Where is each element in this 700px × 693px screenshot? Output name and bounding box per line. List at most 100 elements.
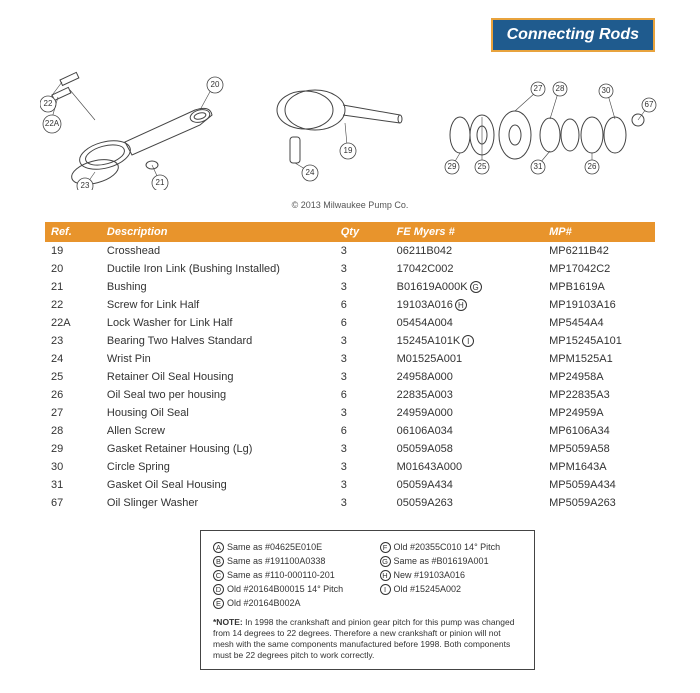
svg-text:30: 30: [602, 86, 611, 95]
cell-fe: 05059A263: [391, 494, 544, 512]
note-text: Same as #04625E010E: [227, 541, 322, 554]
note-letter-icon: C: [213, 570, 224, 581]
cell-ref: 26: [45, 386, 101, 404]
cell-fe: M01525A001: [391, 350, 544, 368]
cell-desc: Oil Slinger Washer: [101, 494, 335, 512]
cell-ref: 20: [45, 260, 101, 278]
table-row: 21Bushing3B01619A000KGMPB1619A: [45, 278, 655, 296]
cell-ref: 31: [45, 476, 101, 494]
cell-fe: 15245A101KI: [391, 332, 544, 350]
page-title: Connecting Rods: [507, 26, 639, 43]
cell-mp: MP5454A4: [543, 314, 655, 332]
cell-ref: 22: [45, 296, 101, 314]
cell-fe: 17042C002: [391, 260, 544, 278]
note-row: DOld #20164B00015 14° Pitch: [213, 583, 356, 596]
svg-text:21: 21: [156, 178, 165, 187]
parts-table: Ref. Description Qty FE Myers # MP# 19Cr…: [45, 222, 655, 512]
note-letter-icon: E: [213, 598, 224, 609]
cell-mp: MP6106A34: [543, 422, 655, 440]
notes-footer-text: In 1998 the crankshaft and pinion gear p…: [213, 617, 514, 660]
svg-text:28: 28: [556, 84, 565, 93]
svg-text:19: 19: [344, 146, 353, 155]
cell-desc: Screw for Link Half: [101, 296, 335, 314]
cell-desc: Ductile Iron Link (Bushing Installed): [101, 260, 335, 278]
cell-mp: MP19103A16: [543, 296, 655, 314]
svg-text:29: 29: [448, 162, 457, 171]
cell-fe: M01643A000: [391, 458, 544, 476]
svg-text:31: 31: [534, 162, 543, 171]
cell-qty: 6: [335, 422, 391, 440]
cell-qty: 3: [335, 350, 391, 368]
cell-desc: Retainer Oil Seal Housing: [101, 368, 335, 386]
table-row: 20Ductile Iron Link (Bushing Installed)3…: [45, 260, 655, 278]
note-letter-icon: D: [213, 584, 224, 595]
cell-desc: Allen Screw: [101, 422, 335, 440]
cell-desc: Circle Spring: [101, 458, 335, 476]
cell-fe: 06106A034: [391, 422, 544, 440]
cell-ref: 67: [45, 494, 101, 512]
cell-fe: 24958A000: [391, 368, 544, 386]
cell-mp: MP6211B42: [543, 242, 655, 260]
note-text: Same as #B01619A001: [394, 555, 489, 568]
table-row: 22Screw for Link Half619103A016HMP19103A…: [45, 296, 655, 314]
svg-text:26: 26: [588, 162, 597, 171]
cell-mp: MP5059A58: [543, 440, 655, 458]
notes-footer-bold: *NOTE:: [213, 617, 243, 627]
cell-desc: Lock Washer for Link Half: [101, 314, 335, 332]
cell-qty: 3: [335, 368, 391, 386]
ref-letter-icon: G: [470, 281, 482, 293]
table-header-row: Ref. Description Qty FE Myers # MP#: [45, 222, 655, 242]
cell-ref: 19: [45, 242, 101, 260]
note-row: FOld #20355C010 14° Pitch: [380, 541, 523, 554]
cell-fe: 19103A016H: [391, 296, 544, 314]
note-letter-icon: A: [213, 542, 224, 553]
svg-text:22A: 22A: [45, 119, 60, 128]
table-row: 27Housing Oil Seal324959A000MP24959A: [45, 404, 655, 422]
cell-ref: 21: [45, 278, 101, 296]
cell-qty: 6: [335, 314, 391, 332]
cell-qty: 3: [335, 458, 391, 476]
ref-letter-icon: I: [462, 335, 474, 347]
note-row: BSame as #191100A0338: [213, 555, 356, 568]
cell-mp: MP24958A: [543, 368, 655, 386]
table-row: 31Gasket Oil Seal Housing305059A434MP505…: [45, 476, 655, 494]
table-row: 19Crosshead306211B042MP6211B42: [45, 242, 655, 260]
cell-qty: 3: [335, 332, 391, 350]
page-title-badge: Connecting Rods: [491, 18, 655, 52]
table-row: 24Wrist Pin3M01525A001MPM1525A1: [45, 350, 655, 368]
cell-desc: Crosshead: [101, 242, 335, 260]
notes-left-column: ASame as #04625E010EBSame as #191100A033…: [213, 541, 356, 611]
col-desc: Description: [101, 222, 335, 242]
cell-qty: 6: [335, 386, 391, 404]
col-fe: FE Myers #: [391, 222, 544, 242]
cell-mp: MP5059A263: [543, 494, 655, 512]
ref-letter-icon: H: [455, 299, 467, 311]
cell-mp: MP15245A101: [543, 332, 655, 350]
cell-desc: Bearing Two Halves Standard: [101, 332, 335, 350]
note-letter-icon: B: [213, 556, 224, 567]
cell-ref: 23: [45, 332, 101, 350]
notes-right-column: FOld #20355C010 14° PitchGSame as #B0161…: [380, 541, 523, 611]
svg-text:27: 27: [534, 84, 543, 93]
table-row: 29Gasket Retainer Housing (Lg)305059A058…: [45, 440, 655, 458]
cell-mp: MP24959A: [543, 404, 655, 422]
table-row: 22ALock Washer for Link Half605454A004MP…: [45, 314, 655, 332]
cell-mp: MP17042C2: [543, 260, 655, 278]
cell-desc: Oil Seal two per housing: [101, 386, 335, 404]
cell-ref: 25: [45, 368, 101, 386]
note-letter-icon: I: [380, 584, 391, 595]
cell-ref: 27: [45, 404, 101, 422]
note-letter-icon: H: [380, 570, 391, 581]
note-row: GSame as #B01619A001: [380, 555, 523, 568]
cell-fe: 06211B042: [391, 242, 544, 260]
table-row: 67Oil Slinger Washer305059A263MP5059A263: [45, 494, 655, 512]
cell-qty: 3: [335, 260, 391, 278]
cell-desc: Wrist Pin: [101, 350, 335, 368]
notes-footer: *NOTE: In 1998 the crankshaft and pinion…: [213, 617, 522, 661]
col-mp: MP#: [543, 222, 655, 242]
table-row: 26Oil Seal two per housing622835A003MP22…: [45, 386, 655, 404]
cell-mp: MPM1643A: [543, 458, 655, 476]
cell-mp: MP5059A434: [543, 476, 655, 494]
diagram-connecting-rod: 20 21 22 22A 23: [40, 60, 230, 190]
note-row: HNew #19103A016: [380, 569, 523, 582]
